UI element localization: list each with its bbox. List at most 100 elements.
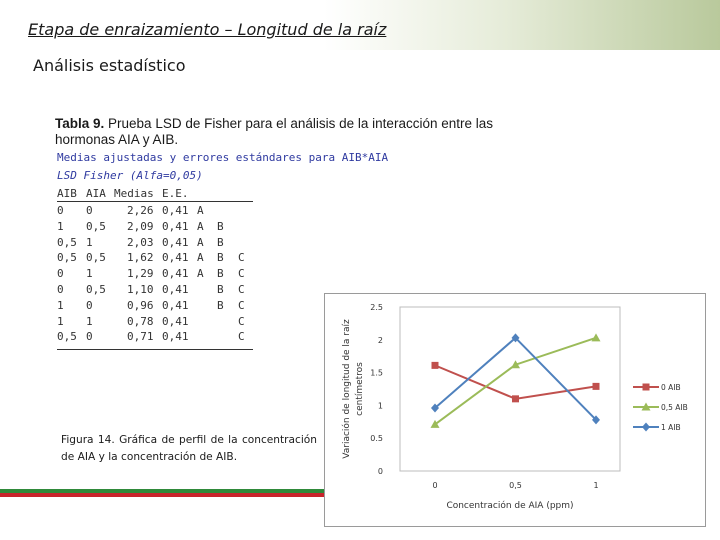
- red-stripe: [0, 493, 325, 497]
- legend-marker: [642, 383, 650, 391]
- series-line: [434, 336, 597, 426]
- legend-marker: [641, 402, 651, 411]
- slide-title: Etapa de enraizamiento – Longitud de la …: [28, 20, 387, 39]
- cell-group-c: C: [238, 330, 245, 344]
- cell-aib: 0,5: [57, 235, 77, 249]
- header-band: [0, 0, 720, 50]
- data-point: [591, 333, 601, 342]
- cell-aia: 0: [86, 204, 93, 217]
- slide-subtitle: Análisis estadístico: [33, 56, 186, 75]
- cell-media: 0,71: [127, 330, 154, 344]
- y-axis-label: Variación de longitud de la raíz: [341, 319, 352, 459]
- cell-aia: 0,5: [86, 219, 106, 233]
- cell-aib: 1: [57, 298, 64, 312]
- cell-group-b: B: [217, 298, 224, 312]
- cell-ee: 0,41: [162, 251, 189, 265]
- x-axis-label: Concentración de AIA (ppm): [446, 500, 573, 511]
- cell-media: 1,10: [127, 283, 154, 296]
- cell-group-c: C: [238, 267, 245, 281]
- cell-media: 2,26: [127, 204, 154, 217]
- y-tick-label: 0.5: [370, 434, 383, 443]
- figure-caption: Figura 14. Gráfica de perfil de la conce…: [61, 434, 317, 463]
- cell-group-b: B: [217, 251, 224, 265]
- cell-aib: 1: [57, 314, 64, 328]
- legend-label: 1 AIB: [661, 423, 681, 432]
- cell-aib: 0,5: [57, 251, 77, 265]
- legend-label: 0,5 AIB: [661, 403, 688, 412]
- bottom-rule: [57, 349, 253, 350]
- cell-group-c: C: [238, 283, 245, 296]
- cell-aib: 0,5: [57, 330, 77, 344]
- y-tick-label: 2: [378, 336, 383, 345]
- profile-chart: 0 0.5 1 1.5 2 2.5 0 0,5 1 Concentración de AIA (p…: [324, 293, 706, 527]
- lsd-heading: Medias ajustadas y errores estándares pa…: [57, 151, 389, 164]
- col-header-ee: E.E.: [162, 187, 189, 200]
- cell-media: 0,96: [127, 298, 154, 312]
- legend-marker: [642, 422, 650, 432]
- y-tick-label: 2.5: [370, 303, 383, 312]
- col-header-aia: AIA: [86, 187, 106, 200]
- plot-area: [399, 306, 621, 472]
- y-axis-label-line2: centímetros: [355, 362, 365, 416]
- data-point: [592, 382, 600, 390]
- data-point: [430, 419, 440, 428]
- chart-svg: 0 0.5 1 1.5 2 2.5 0 0,5 1 Concentración de AIA (p…: [341, 303, 688, 511]
- x-tick-label: 1: [593, 481, 598, 490]
- cell-ee: 0,41: [162, 204, 189, 217]
- cell-media: 1,62: [127, 251, 154, 265]
- cell-ee: 0,41: [162, 314, 189, 328]
- y-tick-label: 1.5: [370, 369, 383, 378]
- data-point: [431, 403, 439, 413]
- legend-label: 0 AIB: [661, 383, 681, 392]
- data-point: [592, 415, 600, 425]
- cell-aia: 0: [86, 298, 93, 312]
- cell-group-c: C: [238, 251, 245, 265]
- cell-media: 2,03: [127, 235, 154, 249]
- col-header-medias: Medias: [114, 187, 154, 200]
- table-caption-label: Tabla 9.: [55, 116, 105, 131]
- table-caption-text: Prueba LSD de Fisher para el análisis de…: [55, 116, 493, 147]
- x-tick-label: 0,5: [509, 481, 522, 490]
- lsd-method: LSD Fisher (Alfa=0,05): [57, 169, 203, 182]
- cell-ee: 0,41: [162, 283, 189, 296]
- cell-aia: 1: [86, 314, 93, 328]
- cell-group-c: C: [238, 298, 245, 312]
- y-tick-label: 1: [378, 401, 383, 410]
- cell-group-b: B: [217, 219, 224, 233]
- cell-aib: 1: [57, 219, 64, 233]
- data-point: [511, 333, 520, 343]
- cell-aia: 0: [86, 330, 93, 344]
- cell-ee: 0,41: [162, 298, 189, 312]
- cell-aib: 0: [57, 204, 64, 217]
- cell-group-c: C: [238, 314, 245, 328]
- cell-aia: 1: [86, 267, 93, 281]
- header-rule: [57, 201, 253, 202]
- cell-aia: 1: [86, 235, 93, 249]
- cell-aib: 0: [57, 283, 64, 296]
- col-header-aib: AIB: [57, 187, 77, 200]
- y-tick-label: 0: [378, 467, 383, 476]
- cell-ee: 0,41: [162, 219, 189, 233]
- cell-group-b: B: [217, 235, 224, 249]
- cell-ee: 0,41: [162, 235, 189, 249]
- cell-group-a: A: [197, 235, 204, 249]
- table-caption: Tabla 9. Prueba LSD de Fisher para el an…: [55, 116, 525, 148]
- data-point: [512, 395, 519, 403]
- data-point: [511, 360, 520, 369]
- cell-media: 0,78: [127, 314, 154, 328]
- cell-group-b: B: [217, 267, 224, 281]
- green-stripe: [0, 489, 325, 493]
- cell-group-a: A: [197, 219, 204, 233]
- cell-media: 2,09: [127, 219, 154, 233]
- cell-group-a: A: [197, 267, 204, 281]
- data-point: [431, 361, 439, 369]
- cell-group-a: A: [197, 204, 204, 217]
- cell-media: 1,29: [127, 267, 154, 281]
- x-tick-label: 0: [432, 481, 437, 490]
- cell-aib: 0: [57, 267, 64, 281]
- cell-aia: 0,5: [86, 283, 106, 296]
- cell-group-b: B: [217, 283, 224, 296]
- cell-ee: 0,41: [162, 267, 189, 281]
- cell-aia: 0,5: [86, 251, 106, 265]
- cell-group-a: A: [197, 251, 204, 265]
